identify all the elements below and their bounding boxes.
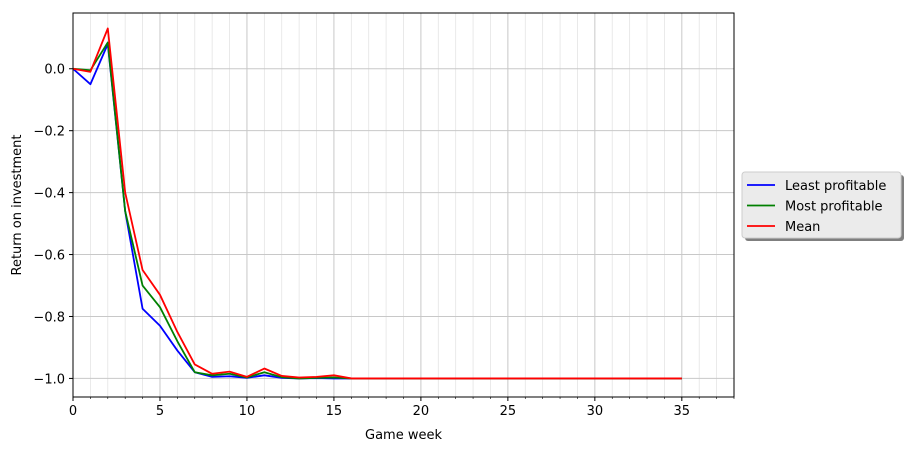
y-tick-label: −0.2	[33, 125, 65, 140]
series-lines	[72, 27, 682, 380]
legend-entry: Least profitable	[785, 179, 886, 194]
series-line-2	[72, 27, 682, 380]
x-tick-label: 15	[326, 404, 343, 419]
legend: Least profitable Most profitable Mean	[741, 171, 904, 241]
x-tick-label: 20	[413, 404, 430, 419]
grid	[72, 13, 735, 397]
y-axis-ticks: 0.0 −0.2 −0.4 −0.6 −0.8 −1.0	[33, 63, 73, 387]
x-tick-label: 5	[156, 404, 164, 419]
y-tick-label: 0.0	[44, 63, 65, 78]
x-tick-label: 25	[500, 404, 517, 419]
x-tick-label: 0	[69, 404, 77, 419]
legend-box	[741, 171, 902, 239]
y-tick-label: −0.6	[33, 249, 65, 264]
y-axis-label: Return on investment	[10, 134, 25, 275]
x-tick-label: 35	[674, 404, 691, 419]
x-tick-label: 10	[239, 404, 256, 419]
legend-entry: Mean	[785, 220, 820, 235]
x-axis-label: Game week	[365, 428, 442, 443]
y-tick-label: −0.4	[33, 187, 65, 202]
y-tick-label: −0.8	[33, 310, 65, 325]
y-tick-label: −1.0	[33, 372, 65, 387]
x-axis-ticks: 0 5 10 15 20 25 30 35	[69, 397, 735, 419]
x-tick-label: 30	[587, 404, 604, 419]
legend-entry: Most profitable	[785, 200, 883, 215]
